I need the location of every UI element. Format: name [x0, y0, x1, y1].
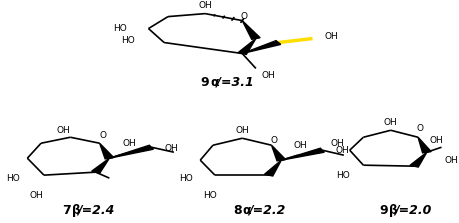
- Text: α: α: [211, 76, 219, 89]
- Polygon shape: [100, 143, 114, 159]
- Text: OH: OH: [122, 139, 136, 148]
- Text: HO: HO: [113, 24, 127, 33]
- Text: OH: OH: [444, 156, 458, 165]
- Polygon shape: [418, 137, 431, 153]
- Text: OH: OH: [262, 71, 275, 80]
- Text: /=2.0: /=2.0: [394, 204, 432, 217]
- Text: HO: HO: [203, 191, 217, 200]
- Text: HO: HO: [179, 174, 192, 183]
- Text: OH: OH: [56, 126, 70, 135]
- Text: /=3.1: /=3.1: [212, 76, 253, 89]
- Polygon shape: [109, 145, 153, 158]
- Text: /=2.4: /=2.4: [77, 204, 114, 217]
- Polygon shape: [264, 160, 281, 176]
- Polygon shape: [281, 148, 325, 160]
- Text: 9: 9: [201, 76, 209, 89]
- Text: OH: OH: [325, 32, 338, 41]
- Polygon shape: [238, 39, 256, 54]
- Text: OH: OH: [330, 139, 344, 148]
- Text: α: α: [243, 204, 252, 217]
- Text: OH: OH: [335, 146, 349, 155]
- Polygon shape: [242, 21, 260, 39]
- Text: 9: 9: [380, 204, 388, 217]
- Text: OH: OH: [293, 141, 307, 150]
- Text: HO: HO: [6, 174, 20, 183]
- Text: OH: OH: [198, 1, 212, 10]
- Text: OH: OH: [430, 136, 443, 145]
- Text: OH: OH: [235, 126, 249, 135]
- Text: β: β: [389, 204, 398, 217]
- Text: O: O: [416, 124, 424, 133]
- Polygon shape: [92, 158, 109, 173]
- Text: O: O: [270, 136, 277, 145]
- Text: O: O: [241, 12, 248, 21]
- Polygon shape: [242, 41, 281, 54]
- Text: 7: 7: [62, 204, 71, 217]
- Text: /=2.2: /=2.2: [248, 204, 285, 217]
- Text: OH: OH: [384, 118, 397, 127]
- Text: β: β: [72, 204, 81, 217]
- Text: OH: OH: [164, 144, 178, 153]
- Text: HO: HO: [336, 171, 350, 180]
- Text: O: O: [99, 131, 106, 140]
- Polygon shape: [272, 145, 285, 161]
- Text: 8: 8: [233, 204, 242, 217]
- Text: OH: OH: [29, 191, 43, 200]
- Text: HO: HO: [121, 36, 135, 45]
- Polygon shape: [410, 152, 427, 167]
